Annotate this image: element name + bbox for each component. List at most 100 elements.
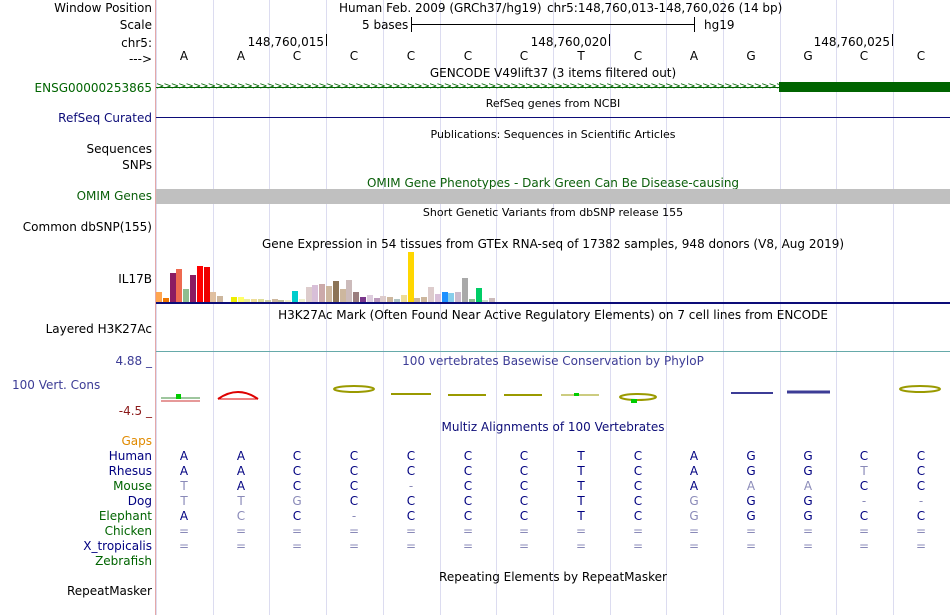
refseq-track-label[interactable]: RefSeq Curated [58,111,152,125]
h3k27ac-track-label[interactable]: Layered H3K27Ac [45,322,152,336]
gtex-tissue-bar[interactable] [265,300,271,302]
gencode-exon-block[interactable] [779,82,950,92]
gridline [553,0,554,615]
gtex-tissue-bar[interactable] [231,297,237,302]
gtex-tissue-bar[interactable] [210,292,216,302]
gtex-tissue-bar[interactable] [204,267,210,302]
repeatmasker-track-title: Repeating Elements by RepeatMasker [439,570,667,584]
alignment-base: C [633,464,643,478]
gtex-tissue-bar[interactable] [319,284,325,302]
gtex-tissue-bar[interactable] [163,298,169,302]
gtex-tissue-bar[interactable] [421,297,427,302]
position-readout: chr5:148,760,013-148,760,026 (14 bp) [547,1,783,15]
gtex-tissue-bar[interactable] [387,297,393,302]
gtex-tissue-bar[interactable] [408,252,414,302]
gtex-tissue-bar[interactable] [238,297,244,302]
repeatmasker-track-label[interactable]: RepeatMasker [66,584,152,598]
species-label-human[interactable]: Human [108,449,152,463]
gtex-tissue-bar[interactable] [258,299,264,302]
alignment-base: = [632,539,644,553]
species-label-rhesus[interactable]: Rhesus [108,464,152,478]
refseq-track-title: RefSeq genes from NCBI [485,97,621,110]
gtex-tissue-bar[interactable] [346,280,352,302]
gtex-tissue-bar[interactable] [435,294,441,302]
gtex-tissue-bar[interactable] [455,292,461,302]
gtex-tissue-bar[interactable] [333,281,339,302]
gtex-tissue-bar[interactable] [462,278,468,302]
species-label-zebrafish[interactable]: Zebrafish [95,554,152,568]
gtex-tissue-bar[interactable] [380,296,386,302]
gtex-tissue-bar[interactable] [190,275,196,302]
alignment-base: C [292,464,302,478]
gencode-track-title: GENCODE V49lift37 (3 items filtered out) [429,66,677,80]
gtex-tissue-bar[interactable] [428,287,434,302]
gtex-tissue-bar[interactable] [156,292,162,302]
gtex-tissue-bar[interactable] [401,295,407,302]
gtex-tissue-bar[interactable] [312,285,318,302]
gtex-tissue-bar[interactable] [367,295,373,302]
gtex-tissue-bar[interactable] [340,289,346,302]
dbsnp-track-label[interactable]: Common dbSNP(155) [22,220,152,234]
reference-base: C [463,49,473,63]
publications-label-line1[interactable]: Sequences [86,142,152,156]
gencode-item-label[interactable]: ENSG00000253865 [34,81,152,95]
species-label-mouse[interactable]: Mouse [113,479,152,493]
gtex-tissue-bar[interactable] [251,299,257,302]
gtex-tissue-bar[interactable] [476,288,482,302]
gtex-tissue-bar[interactable] [374,298,380,302]
gtex-tissue-bar[interactable] [489,298,495,302]
gtex-tissue-bar[interactable] [469,299,475,302]
alignment-base: - [861,494,867,508]
alignment-base: T [577,509,585,523]
alignment-base: = [235,539,247,553]
alignment-base: C [463,494,473,508]
refseq-gene-line[interactable] [156,117,950,118]
gtex-gene-label[interactable]: IL17B [118,272,152,286]
gtex-bar-chart[interactable] [156,250,950,302]
gtex-tissue-bar[interactable] [170,273,176,302]
gtex-tissue-bar[interactable] [278,300,284,302]
gtex-tissue-bar[interactable] [224,300,230,302]
alignment-base: C [349,464,359,478]
alignment-base: C [292,449,302,463]
gtex-tissue-bar[interactable] [183,289,189,302]
phylop-min-label: -4.5 _ [118,404,152,418]
gtex-tissue-bar[interactable] [414,298,420,302]
species-label-dog[interactable]: Dog [127,494,152,508]
genome-browser-canvas[interactable]: Human Feb. 2009 (GRCh37/hg19) chr5:148,7… [156,0,950,615]
alignment-base: = [518,539,530,553]
gtex-tissue-bar[interactable] [244,299,250,302]
gtex-tissue-bar[interactable] [176,269,182,302]
gtex-tissue-bar[interactable] [272,299,278,302]
omim-track-label[interactable]: OMIM Genes [76,189,152,203]
gtex-tissue-bar[interactable] [326,286,332,302]
alignment-base: C [859,449,869,463]
phylop-glyph-3 [333,385,375,393]
alignment-base: C [916,479,926,493]
scale-bar-left-tick [411,17,412,32]
gtex-tissue-bar[interactable] [442,292,448,302]
gtex-tissue-bar[interactable] [482,300,488,302]
gtex-tissue-bar[interactable] [448,293,454,302]
gencode-intron-line[interactable] [156,87,779,88]
gtex-tissue-bar[interactable] [394,299,400,302]
coordinate-tick [326,34,327,46]
phylop-track-label[interactable]: 100 Vert. Cons [12,378,101,392]
gtex-tissue-bar[interactable] [285,300,291,302]
omim-phenotype-bar[interactable] [156,189,950,204]
species-label-x_tropicalis[interactable]: X_tropicalis [83,539,152,553]
species-label-chicken[interactable]: Chicken [104,524,152,538]
alignment-base: = [858,539,870,553]
gtex-tissue-bar[interactable] [360,297,366,302]
reference-base: C [916,49,926,63]
gridline [156,0,157,615]
gtex-tissue-bar[interactable] [217,296,223,302]
gtex-tissue-bar[interactable] [292,291,298,302]
species-label-elephant[interactable]: Elephant [98,509,152,523]
gtex-tissue-bar[interactable] [197,266,203,302]
gtex-tissue-bar[interactable] [299,299,305,302]
gtex-tissue-bar[interactable] [353,292,359,302]
publications-label-line2[interactable]: SNPs [122,158,152,172]
gtex-tissue-bar[interactable] [306,287,312,302]
phylop-conservation-plot[interactable] [156,380,950,420]
